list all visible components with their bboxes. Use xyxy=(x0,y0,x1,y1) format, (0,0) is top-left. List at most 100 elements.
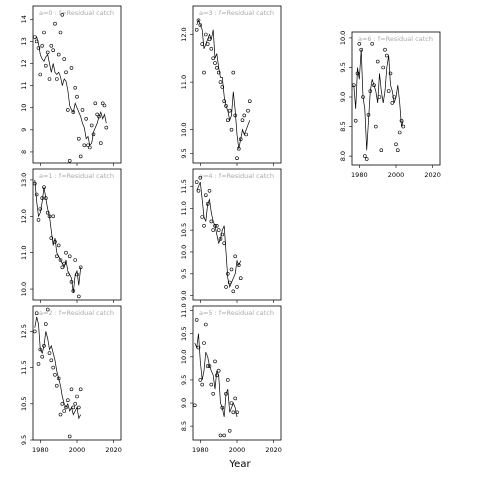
data-point xyxy=(379,148,384,152)
data-point xyxy=(73,401,77,406)
data-point xyxy=(58,412,63,417)
data-point xyxy=(207,364,212,368)
data-point xyxy=(34,311,39,316)
data-point xyxy=(54,254,59,259)
data-point xyxy=(198,23,203,27)
fit-line xyxy=(194,333,238,417)
data-point xyxy=(56,52,61,57)
data-point xyxy=(200,42,204,46)
data-point xyxy=(40,354,45,359)
data-point xyxy=(102,103,107,108)
x-tick-label: 2020 xyxy=(265,446,282,454)
data-point xyxy=(78,154,83,159)
data-point xyxy=(202,70,206,75)
data-point xyxy=(205,202,210,206)
fit-line xyxy=(353,49,404,151)
data-point xyxy=(53,240,57,244)
panel-6: 8.5 9.0 9.5 10.0 10.5 11.0 1980 2000 2020 a=5 : f… xyxy=(180,303,282,454)
x-axis-title: Year xyxy=(229,459,251,470)
data-point xyxy=(372,83,376,87)
fit-line xyxy=(34,316,82,420)
x-tick-label: 2020 xyxy=(105,446,122,454)
data-point xyxy=(47,214,52,219)
data-point xyxy=(196,18,201,23)
x-tick-label: 2020 xyxy=(424,171,441,179)
data-point xyxy=(45,307,50,312)
y-tick-label: 9.0 xyxy=(339,92,347,102)
data-point xyxy=(66,398,70,403)
y-tick-label: 11.5 xyxy=(180,179,188,193)
data-point xyxy=(238,276,243,281)
data-point xyxy=(362,154,367,158)
data-point xyxy=(204,32,208,37)
x-tick-label: 1980 xyxy=(351,171,368,179)
data-point xyxy=(216,70,221,75)
data-point xyxy=(401,124,406,129)
data-point xyxy=(43,63,48,68)
data-point xyxy=(388,71,393,76)
data-point xyxy=(84,117,88,121)
panel-title: a=5 : f=Residual catch xyxy=(199,309,274,317)
data-point xyxy=(209,46,214,51)
y-tick-label: 13 xyxy=(20,37,28,45)
data-point xyxy=(373,124,378,129)
data-point xyxy=(99,141,103,145)
data-point xyxy=(34,192,39,197)
y-tick-label: 10.5 xyxy=(20,397,28,411)
data-point xyxy=(351,83,356,87)
data-point xyxy=(361,95,365,99)
data-point xyxy=(196,345,201,350)
y-tick-label: 10.0 xyxy=(20,282,28,296)
data-point xyxy=(227,108,232,113)
data-point xyxy=(53,372,57,377)
data-point xyxy=(244,132,248,137)
data-point xyxy=(202,341,206,345)
data-point xyxy=(62,261,66,266)
y-tick-label: 10.5 xyxy=(180,223,188,237)
data-point xyxy=(218,237,223,241)
data-point xyxy=(193,403,197,408)
x-tick-label: 2000 xyxy=(69,446,86,454)
data-point xyxy=(56,376,61,381)
data-point xyxy=(32,35,37,39)
fit-line xyxy=(34,36,107,147)
x-tick-label: 2000 xyxy=(388,171,405,179)
data-point xyxy=(386,89,391,93)
y-tick-label: 11.0 xyxy=(180,303,188,317)
data-point xyxy=(54,77,59,81)
y-tick-label: 11 xyxy=(20,81,28,89)
panel-title: a=1 : f=Residual catch xyxy=(39,172,114,180)
data-point xyxy=(394,142,398,147)
data-point xyxy=(49,236,54,240)
y-tick-label: 8.5 xyxy=(339,121,347,131)
data-point xyxy=(231,70,236,75)
data-point xyxy=(227,280,232,285)
data-point xyxy=(66,272,70,277)
data-point xyxy=(229,267,234,272)
y-tick-label: 11.0 xyxy=(180,201,188,215)
data-point xyxy=(395,148,400,152)
data-point xyxy=(40,43,45,48)
data-point xyxy=(95,112,99,117)
data-point xyxy=(75,394,79,399)
data-point xyxy=(77,294,81,299)
data-point xyxy=(62,409,66,413)
data-point xyxy=(209,382,214,387)
data-point xyxy=(390,101,395,105)
data-point xyxy=(220,85,225,89)
data-point xyxy=(60,265,65,270)
data-point xyxy=(62,57,66,61)
panel-0: 8 9 10 11 12 13 14 a=0 : f=Residual catch xyxy=(20,5,122,166)
y-tick-label: 9.5 xyxy=(20,435,28,445)
y-tick-label: 10.5 xyxy=(180,326,188,340)
data-point xyxy=(370,41,375,46)
fit-line xyxy=(196,19,251,149)
data-point xyxy=(213,224,217,228)
data-point xyxy=(93,101,98,106)
panel-title: a=3 : f=Residual catch xyxy=(199,9,274,17)
data-point xyxy=(238,137,243,141)
x-tick-label: 1980 xyxy=(192,446,209,454)
data-point xyxy=(34,39,39,44)
data-point xyxy=(64,250,68,255)
data-point xyxy=(231,289,236,294)
